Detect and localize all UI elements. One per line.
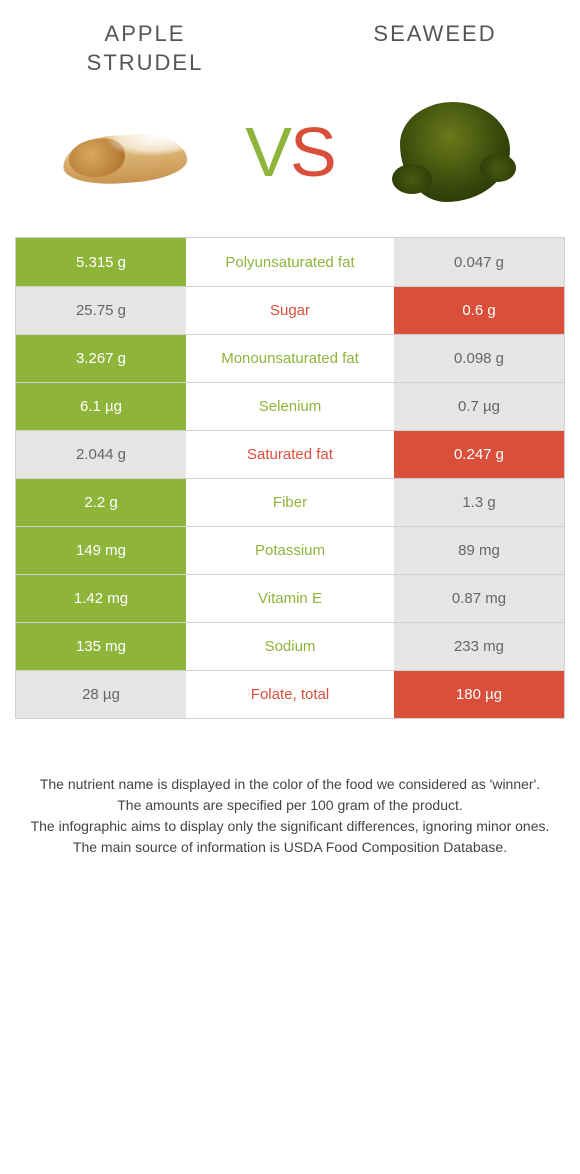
nutrient-name: Selenium bbox=[186, 383, 394, 430]
nutrient-name: Potassium bbox=[186, 527, 394, 574]
nutrient-name: Folate, total bbox=[186, 671, 394, 718]
right-value: 180 µg bbox=[394, 671, 564, 718]
right-value: 0.7 µg bbox=[394, 383, 564, 430]
footer-line: The amounts are specified per 100 gram o… bbox=[30, 795, 550, 816]
right-value: 0.87 mg bbox=[394, 575, 564, 622]
right-value: 1.3 g bbox=[394, 479, 564, 526]
vs-label: VS bbox=[245, 117, 334, 187]
right-food-title: Seaweed bbox=[335, 20, 535, 49]
footer-line: The infographic aims to display only the… bbox=[30, 816, 550, 837]
left-value: 3.267 g bbox=[16, 335, 186, 382]
right-value: 0.247 g bbox=[394, 431, 564, 478]
left-food-image bbox=[45, 92, 205, 212]
comparison-table: 5.315 gPolyunsaturated fat0.047 g25.75 g… bbox=[15, 237, 565, 719]
table-row: 3.267 gMonounsaturated fat0.098 g bbox=[16, 334, 564, 382]
footer-line: The main source of information is USDA F… bbox=[30, 837, 550, 858]
left-value: 1.42 mg bbox=[16, 575, 186, 622]
strudel-icon bbox=[55, 117, 195, 187]
nutrient-name: Vitamin E bbox=[186, 575, 394, 622]
left-value: 25.75 g bbox=[16, 287, 186, 334]
seaweed-icon bbox=[385, 92, 525, 212]
table-row: 25.75 gSugar0.6 g bbox=[16, 286, 564, 334]
right-value: 0.047 g bbox=[394, 238, 564, 286]
right-value: 0.098 g bbox=[394, 335, 564, 382]
table-row: 5.315 gPolyunsaturated fat0.047 g bbox=[16, 238, 564, 286]
table-row: 2.044 gSaturated fat0.247 g bbox=[16, 430, 564, 478]
right-value: 0.6 g bbox=[394, 287, 564, 334]
left-value: 149 mg bbox=[16, 527, 186, 574]
left-value: 6.1 µg bbox=[16, 383, 186, 430]
right-value: 89 mg bbox=[394, 527, 564, 574]
titles-row: Apple Strudel Seaweed bbox=[15, 20, 565, 77]
footer-line: The nutrient name is displayed in the co… bbox=[30, 774, 550, 795]
nutrient-name: Sodium bbox=[186, 623, 394, 670]
left-value: 2.044 g bbox=[16, 431, 186, 478]
left-value: 5.315 g bbox=[16, 238, 186, 286]
nutrient-name: Polyunsaturated fat bbox=[186, 238, 394, 286]
nutrient-name: Sugar bbox=[186, 287, 394, 334]
table-row: 28 µgFolate, total180 µg bbox=[16, 670, 564, 718]
nutrient-name: Saturated fat bbox=[186, 431, 394, 478]
left-food-title: Apple Strudel bbox=[45, 20, 245, 77]
images-row: VS bbox=[15, 92, 565, 212]
left-value: 135 mg bbox=[16, 623, 186, 670]
table-row: 2.2 gFiber1.3 g bbox=[16, 478, 564, 526]
table-row: 1.42 mgVitamin E0.87 mg bbox=[16, 574, 564, 622]
footer-notes: The nutrient name is displayed in the co… bbox=[15, 774, 565, 858]
nutrient-name: Fiber bbox=[186, 479, 394, 526]
left-value: 28 µg bbox=[16, 671, 186, 718]
right-value: 233 mg bbox=[394, 623, 564, 670]
nutrient-name: Monounsaturated fat bbox=[186, 335, 394, 382]
right-food-image bbox=[375, 92, 535, 212]
table-row: 6.1 µgSelenium0.7 µg bbox=[16, 382, 564, 430]
left-value: 2.2 g bbox=[16, 479, 186, 526]
table-row: 135 mgSodium233 mg bbox=[16, 622, 564, 670]
table-row: 149 mgPotassium89 mg bbox=[16, 526, 564, 574]
